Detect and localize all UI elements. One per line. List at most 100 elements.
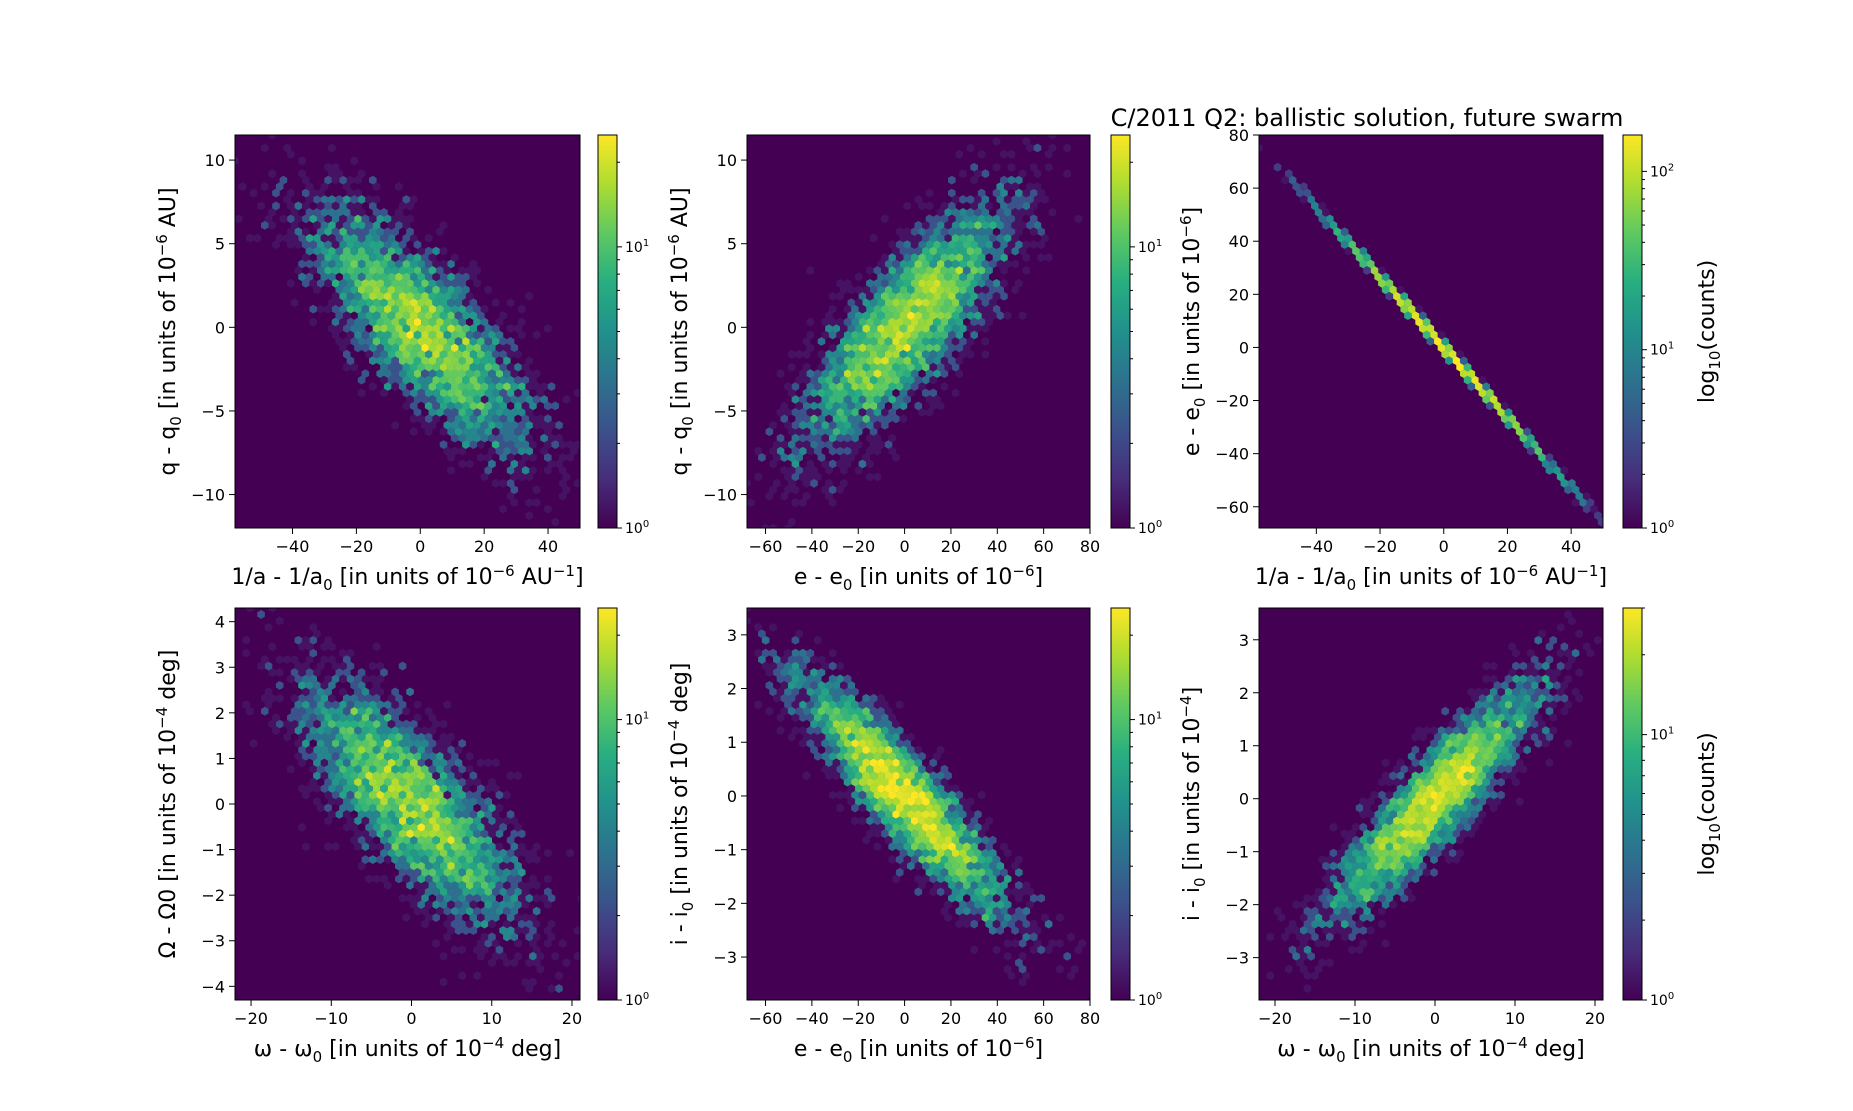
hexbin-cell <box>335 706 344 716</box>
hexbin-cell <box>462 848 470 858</box>
hexbin-cell <box>1445 739 1453 748</box>
hexbin-cell <box>992 188 1001 198</box>
hexbin-cell <box>491 874 500 884</box>
hexbin-cell <box>1325 868 1334 877</box>
hexbin-cell <box>413 893 422 903</box>
hexbin-cell <box>1575 668 1584 677</box>
hexbin-cell <box>1396 285 1405 295</box>
hexbin-cell <box>940 304 949 314</box>
hexbin-cell <box>840 401 848 411</box>
hexbin-cell <box>948 343 956 353</box>
hexbin-cell <box>287 214 295 224</box>
hexbin-cell <box>851 343 859 353</box>
hexbin-cell <box>301 175 310 185</box>
hexbin-cell <box>936 220 945 230</box>
hexbin-cell <box>432 822 440 832</box>
hexbin-cell <box>1456 784 1464 793</box>
hexbin-cell <box>391 700 399 710</box>
hexbin-cell <box>1000 227 1008 237</box>
hexbin-cell <box>959 324 967 333</box>
hexbin-cell <box>1381 797 1390 806</box>
hexbin-cell <box>802 771 811 781</box>
hexbin-cell <box>391 751 399 761</box>
hexbin-cell <box>1000 842 1008 852</box>
hexbin-cell <box>869 427 878 437</box>
hexbin-cell <box>506 861 515 871</box>
hexbin-cell <box>810 440 818 449</box>
hexbin-cell <box>260 693 269 703</box>
hexbin-cell <box>787 453 796 462</box>
hexbin-cell <box>436 855 444 864</box>
hexbin-cell <box>869 375 878 385</box>
hexbin-cell <box>357 272 366 282</box>
hexbin-cell <box>480 420 489 430</box>
hexbin-cell <box>1474 777 1483 787</box>
hexbin-cell <box>866 739 874 748</box>
hexbin-cell <box>301 751 310 761</box>
hexbin-cell <box>1378 829 1386 839</box>
hexbin-cell <box>895 266 904 275</box>
hexbin-cell <box>398 317 407 327</box>
hexbin-cell <box>544 414 552 424</box>
hexbin-cell <box>454 745 463 755</box>
hexbin-cell <box>825 375 833 385</box>
hexbin-cell <box>933 356 941 366</box>
hexbin-cell <box>892 259 900 269</box>
hexbin-cell <box>836 687 844 697</box>
hexbin-cell <box>847 732 856 742</box>
hexbin-cell <box>951 220 960 230</box>
hexbin-cell <box>944 349 952 359</box>
hexbin-cell <box>951 246 960 256</box>
hexbin-cell <box>817 388 826 398</box>
hexbin-cell <box>921 298 930 308</box>
hexbin-cell <box>387 784 396 793</box>
hexbin-cell <box>495 880 504 890</box>
hexbin-cell <box>888 395 897 404</box>
hexbin-cell <box>981 285 990 295</box>
hexbin-cell <box>951 208 960 217</box>
hexbin-cell <box>1026 208 1034 217</box>
hexbin-cell <box>1407 790 1416 800</box>
hexbin-cell <box>940 868 949 877</box>
hexbin-cell <box>802 668 811 677</box>
hexbin-cell <box>275 233 284 243</box>
hexbin-cell <box>436 317 444 327</box>
hexbin-cell <box>1385 842 1394 852</box>
hexbin-cell <box>828 648 837 658</box>
hexbin-cell <box>484 784 493 793</box>
hexbin-cell <box>339 674 347 684</box>
hexbin-cell <box>854 771 863 781</box>
hexbin-cell <box>473 906 481 916</box>
hexbin-cell <box>1374 810 1382 819</box>
hexbin-cell <box>959 349 967 359</box>
hexbin-cell <box>488 958 496 968</box>
hexbin-cell <box>1568 478 1576 488</box>
hexbin-cell <box>1519 713 1528 723</box>
hexbin-cell <box>398 356 407 366</box>
hexbin-cell <box>869 349 878 359</box>
hexbin-cell <box>810 732 818 742</box>
hexbin-cell <box>1389 797 1397 806</box>
hexbin-cell <box>525 433 533 443</box>
hexbin-cell <box>372 195 381 204</box>
hexbin-cell <box>806 343 815 353</box>
hexbin-cell <box>869 233 878 243</box>
hexbin-cell <box>955 330 964 340</box>
hexbin-cell <box>787 668 796 677</box>
hexbin-cell <box>866 369 874 379</box>
hexbin-cell <box>836 713 844 723</box>
hexbin-cell <box>462 784 470 793</box>
hexbin-cell <box>1007 919 1016 929</box>
hexbin-cell <box>275 182 284 191</box>
hexbin-cell <box>1523 668 1531 677</box>
hexbin-cell <box>1486 719 1494 729</box>
hexbin-cell <box>361 304 370 314</box>
hexbin-cell <box>840 478 848 488</box>
y-tick-label: 20 <box>1229 285 1249 304</box>
hexbin-cell <box>970 266 978 275</box>
hexbin-cell <box>843 278 852 288</box>
hexbin-cell <box>791 472 800 482</box>
hexbin-cell <box>428 829 437 839</box>
hexbin-cell <box>921 822 930 832</box>
hexbin-cell <box>424 337 433 346</box>
